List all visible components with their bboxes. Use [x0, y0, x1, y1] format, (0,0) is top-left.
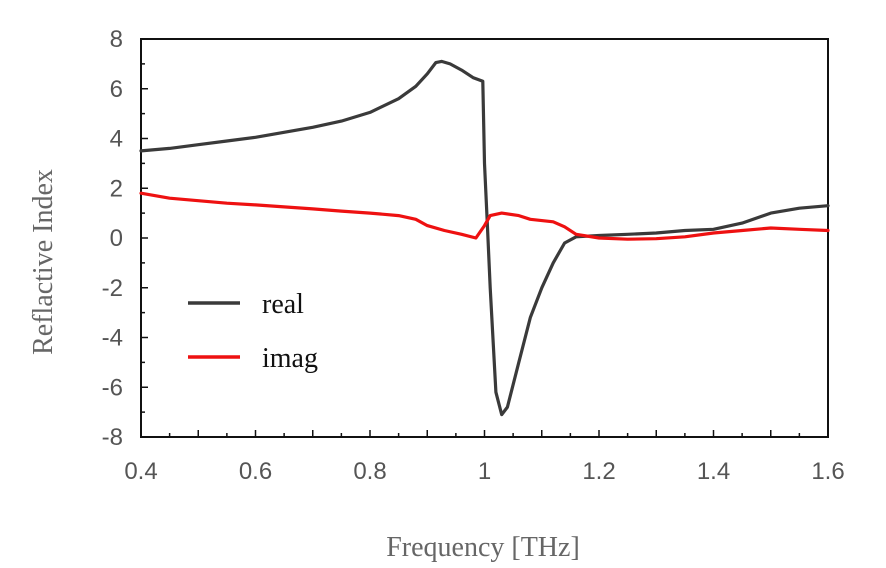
x-tick-label: 1.4 — [697, 458, 730, 485]
x-tick-label: 0.6 — [239, 458, 272, 485]
legend-label-real: real — [262, 289, 304, 320]
y-axis-ticks: 8 6 4 2 0 -2 -4 -6 -8 — [102, 26, 148, 451]
y-tick-label: -4 — [102, 325, 123, 352]
y-tick-label: -8 — [102, 424, 123, 451]
y-tick-label: -2 — [102, 275, 123, 302]
series-layer — [139, 59, 830, 417]
y-axis-title: Reflactive Index — [28, 169, 59, 355]
y-tick-label: -6 — [102, 374, 123, 401]
y-tick-label: 0 — [110, 225, 123, 252]
y-tick-label: 8 — [110, 26, 123, 53]
y-tick-label: 6 — [110, 76, 123, 103]
legend-label-imag: imag — [262, 343, 318, 374]
y-tick-label: 2 — [110, 175, 123, 202]
series-line-imag — [139, 191, 830, 241]
x-tick-label: 0.8 — [353, 458, 386, 485]
x-axis-title: Frequency [THz] — [386, 532, 580, 563]
series-line-real — [139, 59, 830, 417]
x-tick-label: 1.6 — [811, 458, 844, 485]
x-tick-label: 1.2 — [582, 458, 615, 485]
x-tick-label: 1 — [478, 458, 491, 485]
x-tick-label: 0.4 — [124, 458, 157, 485]
legend: real imag — [188, 289, 318, 374]
y-tick-label: 4 — [110, 126, 123, 153]
x-axis-ticks: 0.4 0.6 0.8 1 1.2 1.4 1.6 — [124, 430, 845, 485]
